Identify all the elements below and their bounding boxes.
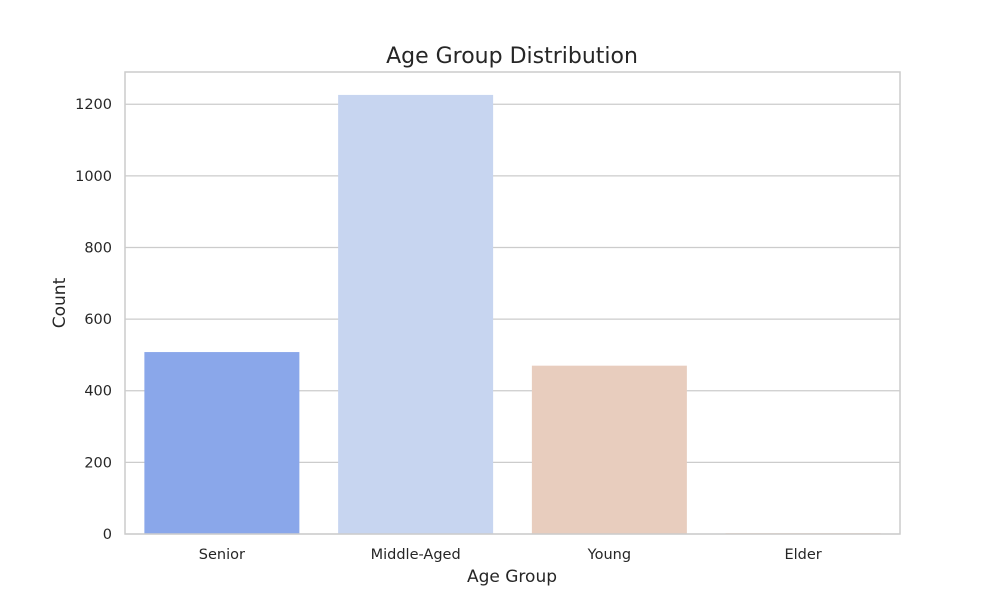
y-tick-label: 1000 bbox=[75, 169, 112, 185]
x-tick-labels: Senior Middle-Aged Young Elder bbox=[199, 547, 822, 563]
y-axis-label: Count bbox=[50, 277, 70, 328]
x-tick-label: Elder bbox=[784, 547, 821, 563]
x-tick-label: Young bbox=[587, 547, 631, 563]
y-tick-label: 200 bbox=[84, 455, 112, 471]
plot-frame bbox=[124, 71, 901, 535]
y-tick-label: 800 bbox=[84, 240, 112, 256]
bar-young bbox=[531, 365, 687, 534]
y-tick-label: 400 bbox=[84, 384, 112, 400]
x-tick-label: Senior bbox=[199, 547, 245, 563]
y-tick-label: 0 bbox=[103, 527, 112, 543]
y-tick-labels: 0 200 400 600 800 1000 1200 bbox=[75, 97, 112, 543]
x-tick-label: Middle-Aged bbox=[371, 547, 461, 563]
bars bbox=[144, 94, 881, 534]
chart-title: Age Group Distribution bbox=[386, 44, 638, 69]
bar-middle-aged bbox=[338, 94, 494, 534]
bar-senior bbox=[144, 352, 300, 534]
x-axis-label: Age Group bbox=[467, 567, 557, 587]
y-tick-label: 1200 bbox=[75, 97, 112, 113]
y-tick-label: 600 bbox=[84, 312, 112, 328]
